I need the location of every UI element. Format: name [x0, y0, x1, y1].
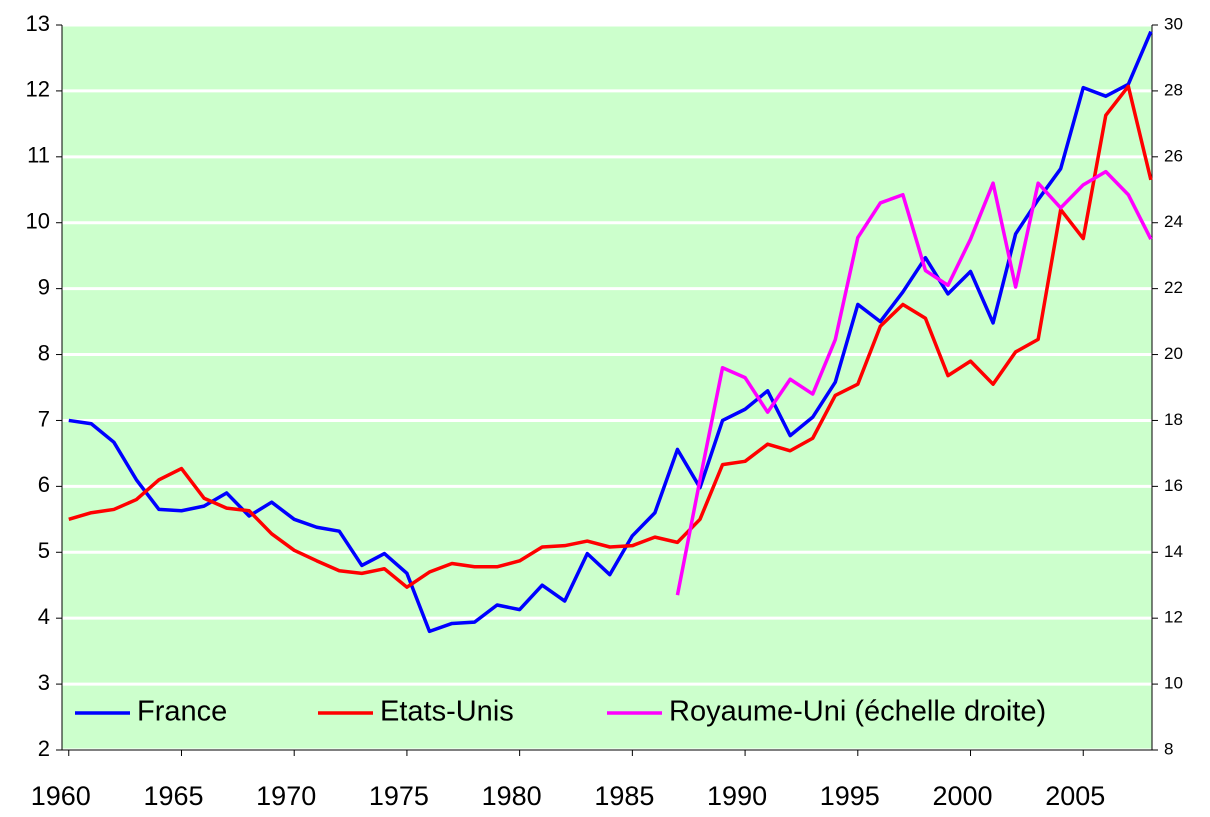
x-tick-label: 2005 [1045, 781, 1105, 811]
y2-tick-label: 30 [1164, 14, 1183, 33]
y-tick-label: 3 [38, 670, 50, 695]
legend-label: France [137, 696, 227, 728]
y2-tick-label: 22 [1164, 278, 1183, 297]
x-tick-label: 1985 [594, 781, 654, 811]
x-tick-label: 1960 [31, 781, 91, 811]
y-tick-label: 4 [38, 604, 50, 629]
y-tick-label: 13 [26, 11, 50, 36]
x-tick-label: 1990 [707, 781, 767, 811]
y2-tick-label: 26 [1164, 146, 1183, 165]
series-line [68, 84, 1153, 589]
y-tick-label: 6 [38, 472, 50, 497]
series-line [68, 30, 1153, 634]
series-line [675, 169, 1153, 596]
x-tick-label: 1965 [143, 781, 203, 811]
y-tick-label: 7 [38, 406, 50, 431]
y-tick-label: 2 [38, 736, 50, 761]
y2-tick-label: 16 [1164, 476, 1183, 495]
y2-tick-label: 8 [1164, 739, 1173, 758]
x-tick-label: 2000 [932, 781, 992, 811]
x-tick-label: 1975 [369, 781, 429, 811]
y2-tick-label: 20 [1164, 344, 1183, 363]
y2-tick-label: 18 [1164, 410, 1183, 429]
y-tick-label: 12 [26, 77, 50, 102]
y-tick-label: 11 [27, 143, 50, 168]
y2-tick-label: 10 [1164, 674, 1183, 693]
y-tick-label: 9 [38, 274, 50, 299]
legend-label: Royaume-Uni (échelle droite) [669, 696, 1046, 728]
y-tick-label: 10 [26, 209, 50, 234]
y-tick-label: 5 [38, 538, 50, 563]
y2-tick-label: 24 [1164, 212, 1183, 231]
y2-tick-label: 12 [1164, 608, 1183, 627]
x-tick-label: 1995 [820, 781, 880, 811]
plot-area [62, 25, 1152, 750]
legend-label: Etats-Unis [380, 696, 514, 728]
y-tick-label: 8 [38, 340, 50, 365]
y2-tick-label: 28 [1164, 80, 1183, 99]
x-tick-label: 1980 [482, 781, 542, 811]
y2-tick-label: 14 [1164, 542, 1183, 561]
x-tick-label: 1970 [256, 781, 316, 811]
